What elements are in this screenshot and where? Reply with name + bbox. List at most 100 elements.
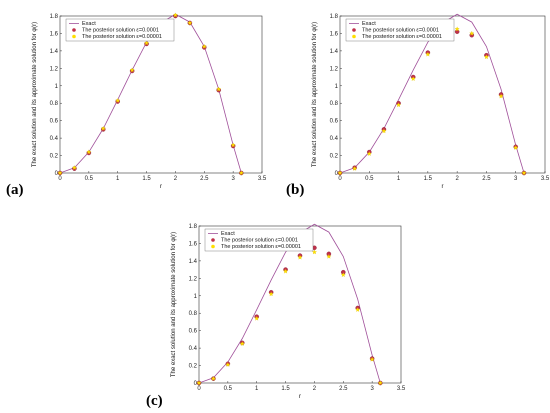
x-axis-label: r: [442, 184, 444, 190]
x-tick-label: 1.5: [142, 176, 151, 182]
legend-swatch-eps-0001: [352, 28, 356, 32]
x-axis-label: r: [160, 184, 162, 190]
x-tick-label: 2: [174, 176, 178, 182]
y-tick-label: 1.8: [330, 14, 339, 20]
y-tick-label: 1: [55, 84, 59, 90]
marker-eps-00001: [238, 170, 244, 176]
legend-swatch-eps-0001: [211, 238, 215, 242]
y-tick-label: 1.6: [330, 31, 339, 37]
marker-eps-00001: [100, 125, 106, 131]
legend-entry: The posterior solution ε=0.0001: [82, 28, 159, 34]
y-tick-label: 1.2: [189, 276, 198, 282]
marker-eps-00001: [254, 315, 260, 321]
marker-eps-00001: [352, 166, 358, 171]
marker-eps-00001: [172, 12, 178, 18]
x-tick-label: 3: [231, 176, 235, 182]
marker-eps-00001: [340, 272, 346, 277]
marker-eps-00001: [326, 253, 332, 259]
x-tick-label: 3.5: [541, 176, 550, 182]
marker-eps-00001: [268, 291, 274, 297]
marker-eps-00001: [469, 30, 475, 36]
legend-swatch-eps-00001: [352, 34, 356, 39]
y-tick-label: 0.8: [189, 311, 198, 317]
y-tick-label: 1: [335, 84, 339, 90]
marker-eps-00001: [71, 165, 77, 170]
marker-eps-00001: [196, 380, 202, 386]
marker-eps-00001: [86, 149, 92, 155]
legend-entry: The posterior solution ε=0.00001: [362, 34, 442, 40]
y-tick-label: 0.6: [330, 119, 339, 125]
x-tick-label: 1.5: [424, 176, 433, 182]
marker-eps-00001: [337, 170, 343, 176]
y-tick-label: 1.6: [50, 31, 59, 37]
y-tick-label: 1.4: [189, 259, 198, 265]
x-tick-label: 2.5: [339, 386, 348, 392]
x-tick-label: 3: [370, 386, 374, 392]
chart-panel-b: 0 0.5 1 1.5 2 2.5 3 3.5 0 0.2 0.4 0.6 0.8 1 1.2 1.4 1.6 1…: [312, 13, 550, 190]
marker-eps-00001: [425, 51, 431, 57]
x-tick-label: 0: [58, 176, 62, 182]
marker-eps-00001: [483, 54, 489, 60]
x-tick-label: 1: [255, 386, 259, 392]
marker-eps-00001: [187, 20, 193, 26]
x-tick-label: 1: [116, 176, 120, 182]
x-tick-label: 2: [313, 386, 317, 392]
y-tick-label: 1.4: [330, 49, 339, 55]
y-tick-label: 0.6: [50, 119, 59, 125]
y-axis-label: The exact solution and its approximate s…: [171, 232, 177, 377]
x-axis-label: r: [299, 394, 301, 400]
marker-eps-00001: [454, 26, 460, 32]
y-tick-label: 1.2: [50, 66, 59, 72]
plot-frame: [198, 225, 402, 384]
marker-eps-00001: [201, 43, 207, 49]
marker-eps-00001: [366, 151, 372, 156]
y-tick-label: 0.4: [330, 136, 339, 142]
x-tick-label: 3: [514, 176, 518, 182]
legend-swatch-eps-00001: [211, 244, 215, 249]
x-tick-label: 0: [197, 386, 201, 392]
marker-eps-00001: [381, 128, 387, 134]
marker-eps-00001: [230, 142, 236, 148]
legend-swatch-eps-0001: [72, 28, 76, 32]
legend-swatch-eps-00001: [72, 34, 76, 39]
panel-label-c: (c): [146, 393, 163, 409]
marker-eps-00001: [355, 307, 361, 312]
marker-eps-00001: [498, 93, 504, 99]
y-tick-label: 0: [55, 171, 59, 177]
y-tick-label: 0.2: [50, 154, 59, 160]
y-tick-label: 1.6: [189, 241, 198, 247]
y-tick-label: 1.8: [50, 14, 59, 20]
x-tick-label: 2.5: [200, 176, 209, 182]
x-tick-label: 3.5: [258, 176, 267, 182]
y-tick-label: 1.8: [189, 224, 198, 230]
x-tick-label: 0.5: [224, 386, 233, 392]
marker-eps-00001: [311, 249, 317, 255]
legend-box: [345, 18, 455, 42]
x-tick-label: 0.5: [365, 176, 374, 182]
y-tick-label: 1.2: [330, 66, 339, 72]
legend-box: [65, 18, 175, 42]
x-tick-label: 3.5: [397, 386, 406, 392]
x-tick-label: 0: [338, 176, 342, 182]
x-tick-label: 2: [455, 176, 459, 182]
panel-label-a: (a): [6, 182, 24, 198]
y-tick-label: 0.6: [189, 329, 198, 335]
y-tick-label: 0.8: [50, 101, 59, 107]
marker-eps-00001: [239, 341, 245, 346]
y-tick-label: 0.4: [189, 346, 198, 352]
marker-eps-00001: [297, 254, 303, 260]
x-tick-label: 0.5: [85, 176, 94, 182]
marker-eps-00001: [216, 86, 222, 92]
y-tick-label: 0.4: [50, 136, 59, 142]
marker-eps-00001: [369, 356, 375, 362]
plot-frame: [339, 15, 546, 174]
y-tick-label: 0.2: [330, 154, 339, 160]
legend-entry: The posterior solution ε=0.0001: [362, 28, 439, 34]
chart-panel-a: 0 0.5 1 1.5 2 2.5 3 3.5 0 0.2 0.4 0.6 0.8 1 1.2 1.4 1.6 1…: [32, 12, 267, 190]
y-tick-label: 0.8: [330, 101, 339, 107]
legend-entry: The posterior solution ε=0.00001: [221, 244, 301, 250]
marker-eps-00001: [396, 102, 402, 108]
y-axis-label: The exact solution and its approximate s…: [312, 22, 318, 167]
x-tick-label: 1: [397, 176, 401, 182]
